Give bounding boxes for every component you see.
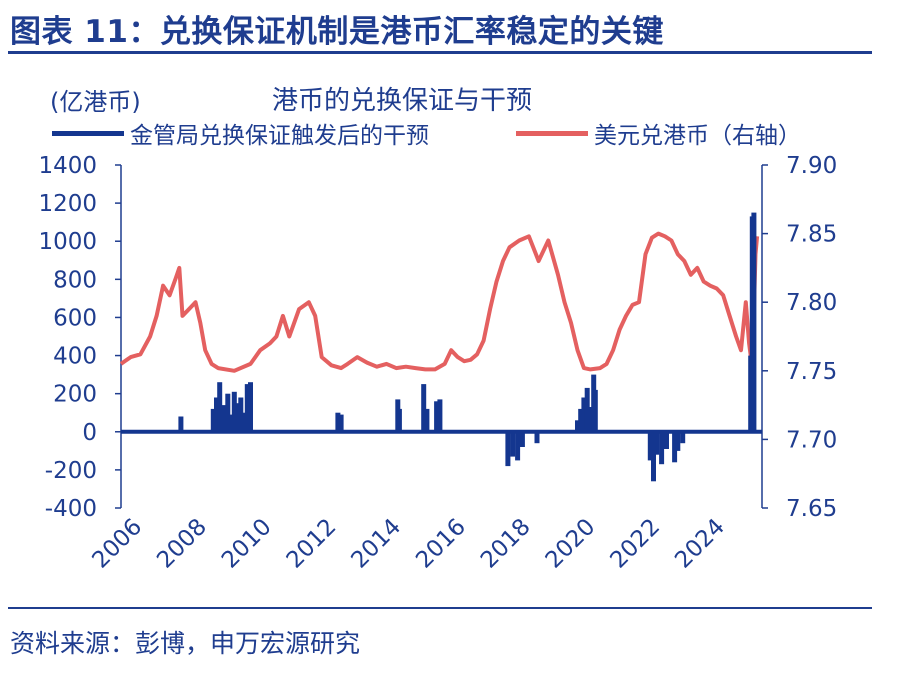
intervention-bar	[220, 405, 226, 432]
left-axis-tick-label: 600	[53, 305, 97, 331]
chart-title: 港币的兑换保证与干预	[272, 86, 533, 116]
intervention-bar	[335, 412, 341, 432]
left-axis-tick-label: 1000	[38, 229, 97, 255]
intervention-bar	[244, 384, 250, 432]
right-axis-tick-label: 7.80	[786, 290, 837, 316]
left-axis-tick-label: 400	[53, 344, 97, 370]
source-note: 资料来源：彭博，申万宏源研究	[10, 629, 361, 658]
footer-divider	[8, 607, 872, 609]
right-axis-tick-label: 7.65	[786, 496, 837, 522]
intervention-bar	[228, 414, 234, 432]
x-axis-tick-label: 2014	[346, 514, 406, 574]
left-axis-tick-label: -200	[45, 458, 97, 484]
right-axis-tick-label: 7.85	[786, 222, 837, 248]
intervention-bar	[510, 431, 516, 457]
intervention-bar	[534, 431, 540, 444]
right-axis-tick-label: 7.90	[786, 153, 837, 179]
left-axis-tick-label: -400	[45, 496, 97, 522]
intervention-bar	[680, 431, 686, 444]
intervention-bar	[751, 212, 757, 432]
intervention-bar	[248, 382, 253, 432]
intervention-bar	[651, 431, 656, 482]
legend-label-intervention: 金管局兑换保证触发后的干预	[130, 123, 429, 149]
intervention-bar	[225, 393, 231, 432]
intervention-bar	[421, 384, 427, 432]
left-axis-unit: (亿港币)	[50, 88, 141, 116]
intervention-bar	[659, 431, 665, 465]
intervention-bar	[424, 408, 430, 432]
header-divider	[8, 51, 872, 54]
legend-item-intervention: 金管局兑换保证触发后的干预	[52, 118, 429, 149]
intervention-bar	[575, 420, 580, 432]
x-axis-tick-label: 2018	[476, 514, 536, 574]
intervention-bar	[217, 382, 223, 432]
intervention-bar	[241, 412, 247, 432]
intervention-bar	[584, 387, 590, 432]
intervention-bar	[654, 431, 660, 455]
x-axis-tick-label: 2006	[87, 514, 147, 574]
intervention-bar	[396, 408, 402, 432]
intervention-bar	[672, 431, 678, 463]
left-axis-tick-label: 200	[53, 382, 97, 408]
left-axis-tick-label: 1200	[38, 191, 97, 217]
intervention-bar	[178, 416, 184, 432]
intervention-bar	[578, 408, 584, 432]
intervention-bar	[519, 431, 525, 447]
intervention-bar	[238, 397, 244, 432]
x-axis-tick-label: 2016	[411, 514, 471, 574]
figure-title: 图表 11：兑换保证机制是港币汇率稳定的关键	[10, 14, 664, 50]
intervention-bar	[235, 403, 240, 432]
series-line-usdhkd	[119, 231, 760, 373]
left-axis-tick-label: 0	[82, 420, 97, 446]
intervention-bar	[210, 408, 216, 432]
intervention-bar	[592, 389, 598, 432]
x-axis-tick-label: 2012	[282, 514, 342, 574]
x-axis-tick-label: 2020	[541, 514, 601, 574]
left-axis-tick-label: 800	[53, 267, 97, 293]
left-axis-tick-label: 1400	[38, 153, 97, 179]
intervention-bar	[214, 397, 219, 432]
legend-label-usdhkd: 美元兑港币（右轴）	[594, 123, 801, 149]
legend-swatch-usdhkd	[516, 130, 588, 136]
intervention-bar	[505, 431, 511, 467]
intervention-bar	[675, 431, 681, 451]
intervention-bar	[587, 407, 593, 432]
chart-plot: 1400 1200 1000 800 600 400 200 0 -200 -400 7.90 7.8…	[38, 153, 837, 574]
legend-item-usdhkd: 美元兑港币（右轴）	[516, 118, 801, 149]
x-axis-tick-label: 2008	[152, 514, 212, 574]
legend-swatch-intervention	[52, 130, 124, 136]
intervention-bar	[664, 431, 669, 449]
x-axis-tick-label: 2024	[670, 514, 730, 574]
intervention-bar	[515, 431, 521, 461]
intervention-bar	[338, 414, 344, 432]
figure-header: 图表 11：兑换保证机制是港币汇率稳定的关键	[0, 0, 908, 60]
right-axis-tick-label: 7.75	[786, 359, 837, 385]
intervention-bar	[437, 399, 443, 432]
intervention-bar	[581, 397, 587, 432]
x-axis-tick-label: 2022	[605, 514, 665, 574]
intervention-bar	[647, 431, 653, 461]
right-axis-tick-label: 7.70	[786, 427, 837, 453]
intervention-bar	[231, 391, 237, 432]
intervention-bar	[434, 401, 440, 432]
x-axis-tick-label: 2010	[217, 514, 277, 574]
